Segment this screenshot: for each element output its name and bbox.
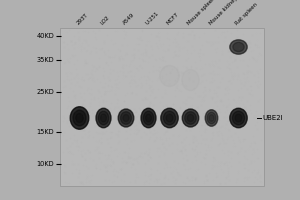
Text: MCF7: MCF7	[166, 12, 180, 26]
Text: A549: A549	[122, 12, 136, 26]
Text: 40KD: 40KD	[36, 33, 54, 39]
Ellipse shape	[160, 66, 179, 86]
Ellipse shape	[207, 112, 216, 124]
Ellipse shape	[166, 114, 173, 122]
Ellipse shape	[164, 111, 175, 125]
Ellipse shape	[233, 42, 244, 52]
Text: U-251: U-251	[145, 11, 160, 26]
Ellipse shape	[205, 110, 218, 126]
Ellipse shape	[70, 107, 89, 129]
Ellipse shape	[182, 70, 199, 90]
Ellipse shape	[123, 114, 129, 122]
Ellipse shape	[230, 40, 247, 54]
FancyBboxPatch shape	[60, 28, 264, 186]
Ellipse shape	[73, 110, 86, 126]
Text: 293T: 293T	[76, 13, 89, 26]
Ellipse shape	[235, 114, 242, 122]
Ellipse shape	[121, 112, 131, 124]
Text: 35KD: 35KD	[36, 57, 54, 63]
Ellipse shape	[98, 111, 109, 125]
Text: 10KD: 10KD	[36, 161, 54, 167]
Text: Mouse spleen: Mouse spleen	[187, 0, 217, 26]
Ellipse shape	[230, 108, 247, 128]
Text: Rat spleen: Rat spleen	[235, 2, 259, 26]
Ellipse shape	[185, 112, 196, 124]
Ellipse shape	[182, 109, 199, 127]
Ellipse shape	[146, 114, 152, 122]
Ellipse shape	[96, 108, 111, 128]
Text: UBE2I: UBE2I	[262, 115, 283, 121]
Ellipse shape	[118, 109, 134, 127]
Ellipse shape	[143, 111, 154, 125]
Ellipse shape	[209, 115, 214, 121]
Text: 15KD: 15KD	[36, 129, 54, 135]
Text: 25KD: 25KD	[36, 89, 54, 95]
Ellipse shape	[187, 114, 194, 122]
Text: LO2: LO2	[100, 15, 111, 26]
Text: Mouse kidney: Mouse kidney	[208, 0, 238, 26]
Ellipse shape	[76, 114, 83, 122]
Ellipse shape	[232, 111, 244, 125]
Ellipse shape	[161, 108, 178, 128]
Ellipse shape	[100, 114, 106, 122]
Ellipse shape	[141, 108, 156, 128]
